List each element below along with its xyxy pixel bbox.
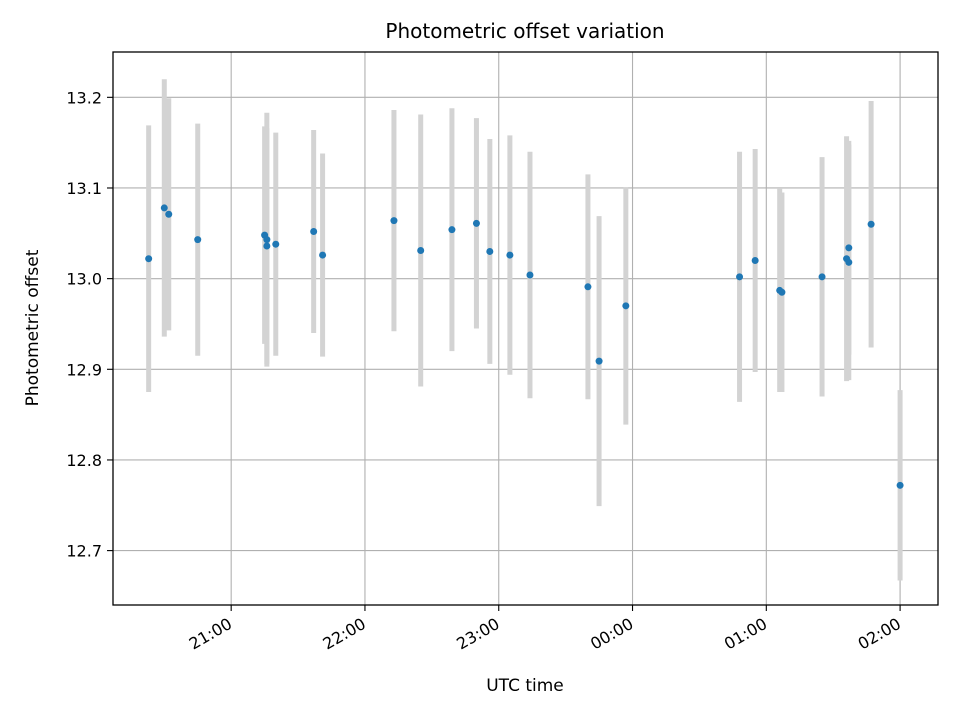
x-axis-label: UTC time	[486, 676, 564, 696]
data-point	[584, 283, 592, 291]
chart-title: Photometric offset variation	[385, 19, 664, 43]
plot-frame	[112, 51, 939, 606]
y-tick-label: 12.9	[66, 360, 102, 379]
data-point	[526, 271, 534, 279]
data-point	[486, 247, 494, 255]
data-point	[622, 302, 630, 310]
data-point	[595, 357, 603, 365]
data-point	[390, 217, 398, 225]
data-point	[506, 251, 514, 259]
data-point	[319, 251, 327, 259]
data-point	[845, 244, 853, 252]
y-axis-label: Photometric offset	[23, 249, 43, 406]
axis-ticks: 21:00 22:00 23:00 00:00 01:00 02:0012.712.812…	[66, 88, 904, 653]
data-point	[160, 204, 168, 212]
y-tick-label: 12.7	[66, 542, 102, 561]
data-point	[145, 255, 153, 263]
data-point	[194, 236, 202, 244]
y-tick-label: 12.8	[66, 451, 102, 470]
data-point	[867, 220, 875, 228]
y-tick-label: 13.0	[66, 270, 102, 289]
data-point	[778, 288, 786, 296]
data-points	[145, 204, 904, 489]
y-tick-label: 13.2	[66, 88, 102, 107]
data-point	[263, 236, 271, 244]
data-point	[751, 257, 759, 265]
data-point	[845, 258, 853, 266]
data-point	[417, 247, 425, 255]
data-point	[472, 219, 480, 227]
data-point	[310, 227, 318, 235]
data-point	[272, 240, 280, 248]
data-point	[165, 210, 173, 218]
y-tick-label: 13.1	[66, 179, 102, 198]
data-point	[818, 273, 826, 281]
grid	[113, 52, 938, 605]
data-point	[263, 242, 271, 250]
data-point	[448, 226, 456, 234]
data-point	[736, 273, 744, 281]
data-point	[896, 481, 904, 489]
